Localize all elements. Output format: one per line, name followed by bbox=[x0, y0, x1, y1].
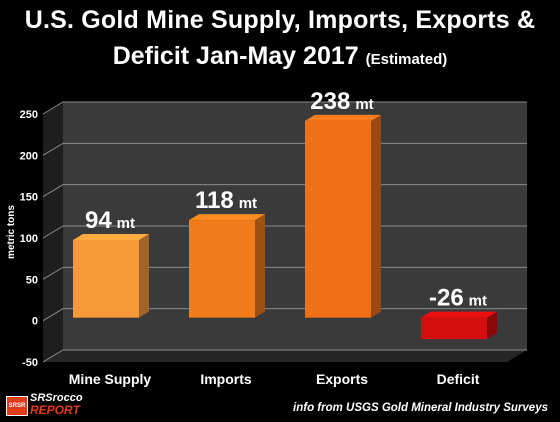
data-label: 94 mt bbox=[85, 207, 135, 234]
data-label: 118 mt bbox=[195, 187, 257, 214]
bar-side bbox=[487, 311, 497, 340]
bar-top bbox=[73, 233, 149, 240]
chart-floor bbox=[43, 350, 527, 362]
y-tick-label: 150 bbox=[20, 192, 38, 204]
y-tick-label: 200 bbox=[20, 150, 38, 162]
x-category-label: Imports bbox=[200, 371, 252, 387]
bar-top bbox=[421, 311, 497, 318]
y-tick-label: -50 bbox=[22, 357, 38, 369]
gridline bbox=[42, 349, 527, 363]
data-label: 238 mt bbox=[310, 88, 373, 115]
bar bbox=[73, 239, 139, 318]
chart-title-line2: Deficit Jan-May 2017 (Estimated) bbox=[0, 42, 560, 71]
bar bbox=[189, 220, 255, 318]
chart-title-line1: U.S. Gold Mine Supply, Imports, Exports … bbox=[24, 6, 536, 34]
bar-side bbox=[255, 214, 265, 318]
bar-side bbox=[139, 233, 149, 318]
chart-subtitle: (Estimated) bbox=[365, 51, 448, 68]
y-tick-label: 250 bbox=[20, 109, 38, 121]
srsrocco-logo: SRSR SRSrocco REPORT bbox=[6, 392, 122, 418]
chart-title-main: Deficit Jan-May 2017 bbox=[112, 42, 359, 70]
gridline bbox=[42, 101, 527, 115]
logo-mark-icon: SRSR bbox=[6, 396, 28, 416]
y-tick-label: 50 bbox=[26, 274, 38, 286]
x-category-label: Exports bbox=[316, 371, 368, 387]
y-axis-label: metric tons bbox=[6, 205, 17, 259]
source-note: info from USGS Gold Mineral Industry Sur… bbox=[293, 402, 548, 414]
bar bbox=[421, 317, 487, 340]
x-category-label: Mine Supply bbox=[69, 371, 152, 387]
y-tick-label: 100 bbox=[20, 233, 38, 245]
bar-top bbox=[305, 114, 381, 121]
logo-text-bottom: REPORT bbox=[30, 403, 80, 417]
logo-text-top: SRSrocco bbox=[30, 392, 83, 404]
x-category-label: Deficit bbox=[437, 371, 480, 387]
bar-top bbox=[189, 214, 265, 221]
y-tick-label: 0 bbox=[32, 316, 38, 328]
logo-text: SRSrocco REPORT bbox=[30, 392, 126, 416]
bar-side bbox=[371, 114, 381, 318]
bar bbox=[305, 120, 371, 318]
data-label: -26 mt bbox=[429, 285, 487, 312]
